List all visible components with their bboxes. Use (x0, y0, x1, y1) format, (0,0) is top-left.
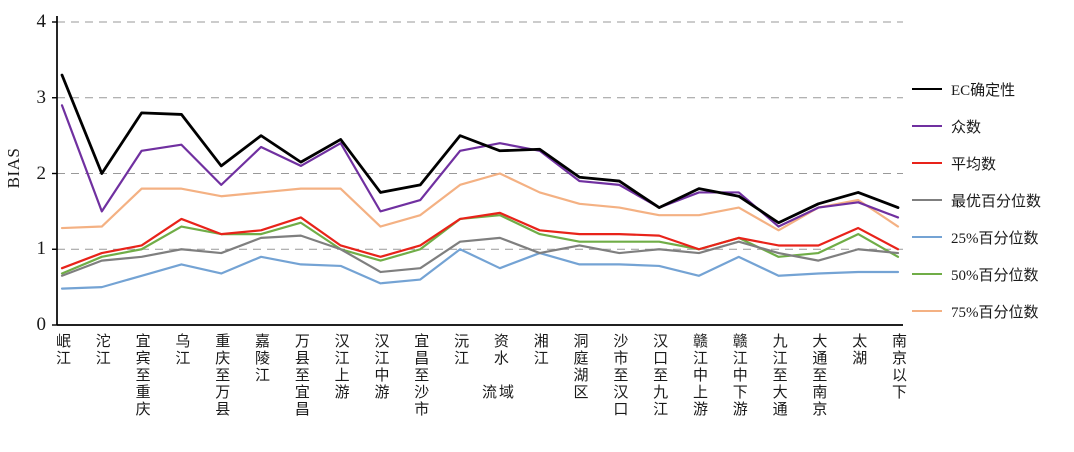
legend-label: 50%百分位数 (951, 267, 1039, 284)
legend-item-平均数: 平均数 (912, 152, 996, 174)
x-category-label: 沱江 (93, 333, 110, 367)
legend-item-最优百分位数: 最优百分位数 (912, 189, 1041, 211)
x-category-label: 岷江 (54, 333, 70, 367)
series-line-EC确定性 (60, 73, 900, 225)
legend-item-75%百分位数: 75%百分位数 (912, 300, 1039, 322)
legend-line-swatch (912, 310, 942, 312)
x-category-label: 沙市至汉口 (611, 333, 628, 418)
x-category-label: 洞庭湖区 (571, 333, 588, 401)
x-category-label: 嘉陵江 (253, 333, 270, 384)
series-line-25%百分位数 (60, 248, 900, 290)
y-tick-label-3: 3 (36, 86, 47, 108)
x-category-label: 汉江上游 (332, 333, 349, 401)
x-category-label: 资水 (491, 333, 508, 367)
y-tick-label-2: 2 (36, 162, 47, 184)
x-category-label: 宜宾至重庆 (133, 333, 150, 418)
x-category-label: 汉江中游 (372, 333, 389, 401)
legend-label: 平均数 (951, 156, 997, 173)
x-category-label: 南京以下 (890, 333, 906, 401)
x-category-label: 太湖 (850, 333, 867, 367)
series-line-最优百分位数 (60, 234, 900, 277)
x-category-label: 大通至南京 (810, 333, 827, 418)
legend-line-swatch (912, 236, 942, 238)
legend-label: 25%百分位数 (951, 230, 1039, 247)
x-category-label: 万县至宜昌 (292, 333, 309, 418)
x-category-label: 沅江 (452, 333, 469, 367)
y-tick-label-1: 1 (36, 238, 47, 260)
legend-label: EC确定性 (951, 82, 1016, 99)
legend-line-swatch (912, 273, 942, 275)
legend-item-25%百分位数: 25%百分位数 (912, 226, 1039, 248)
legend-item-EC确定性: EC确定性 (912, 78, 1015, 100)
x-category-label: 重庆至万县 (213, 333, 230, 418)
legend-label: 最优百分位数 (951, 193, 1042, 210)
series-line-平均数 (60, 211, 900, 270)
legend-line-swatch (912, 125, 942, 127)
legend-label: 75%百分位数 (951, 304, 1039, 321)
x-category-label: 九江至大通 (770, 333, 787, 418)
legend-item-50%百分位数: 50%百分位数 (912, 263, 1039, 285)
x-category-label: 乌江 (173, 333, 190, 367)
legend-label: 众数 (951, 119, 982, 136)
x-category-label: 赣江中下游 (730, 333, 747, 418)
x-category-label: 宜昌至沙市 (412, 333, 429, 418)
legend-line-swatch (912, 162, 942, 164)
x-category-label: 汉口至九江 (651, 333, 668, 418)
y-tick-label-0: 0 (36, 314, 47, 335)
x-category-label: 赣江中上游 (690, 333, 707, 418)
y-tick-label-4: 4 (36, 11, 47, 32)
x-axis-title: 流域 (482, 385, 517, 401)
legend-line-swatch (912, 88, 942, 90)
legend-item-众数: 众数 (912, 115, 981, 137)
x-category-label: 湘江 (531, 333, 548, 367)
legend-line-swatch (912, 199, 942, 201)
series-line-75%百分位数 (60, 172, 900, 232)
